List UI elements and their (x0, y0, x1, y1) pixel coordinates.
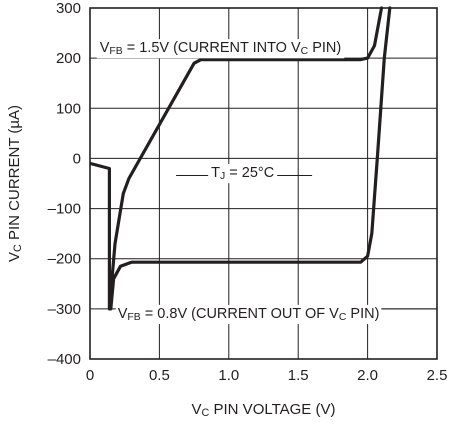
y-tick-label-3: 0 (73, 150, 81, 167)
series-line-0 (90, 6, 384, 311)
x-tick-label-4: 2.0 (357, 367, 378, 384)
x-tick-label-0: 0 (86, 367, 94, 384)
x-tick-label-3: 1.5 (288, 367, 309, 384)
annotation-fb15: VFB = 1.5V (CURRENT INTO VC PIN) (96, 39, 345, 59)
annotation-fb08: VFB = 0.8V (CURRENT OUT OF VC PIN) (115, 304, 382, 325)
y-tick-label-7: –400 (48, 351, 81, 368)
chart-curves (90, 6, 392, 311)
y-tick-label-2: 100 (56, 100, 81, 117)
chart-annotations: VFB = 1.5V (CURRENT INTO VC PIN) TJ = 25°… (96, 39, 437, 325)
y-axis-tick-labels: 300 200 100 0 –100 –200 –300 –400 (48, 0, 81, 368)
annotation-fb08-bg (115, 304, 382, 325)
annotation-fb08-text: VFB = 0.8V (CURRENT OUT OF VC PIN) (118, 306, 380, 323)
y-tick-label-4: –100 (48, 201, 81, 218)
x-tick-label-1: 0.5 (149, 367, 170, 384)
annotation-fb15-bg (96, 39, 345, 59)
y-tick-label-6: –300 (48, 301, 81, 318)
y-axis-title: VC PIN CURRENT (µA) (6, 105, 24, 262)
x-axis-tick-labels: 0 0.5 1.0 1.5 2.0 2.5 (86, 367, 448, 384)
x-tick-label-5: 2.5 (427, 367, 448, 384)
x-axis-title: VC PIN VOLTAGE (V) (192, 401, 336, 419)
series-line-1 (109, 6, 392, 311)
annotation-tj-text: TJ = 25°C (211, 165, 274, 182)
annotation-tj: TJ = 25°C (208, 163, 278, 184)
plot-frame (89, 7, 438, 360)
annotation-fb15-text: VFB = 1.5V (CURRENT INTO VC PIN) (100, 40, 342, 57)
y-tick-label-0: 300 (56, 0, 81, 17)
y-tick-label-1: 200 (56, 50, 81, 67)
annotation-tj-bg (208, 163, 278, 184)
x-tick-label-2: 1.0 (218, 367, 239, 384)
y-tick-label-5: –200 (48, 251, 81, 268)
